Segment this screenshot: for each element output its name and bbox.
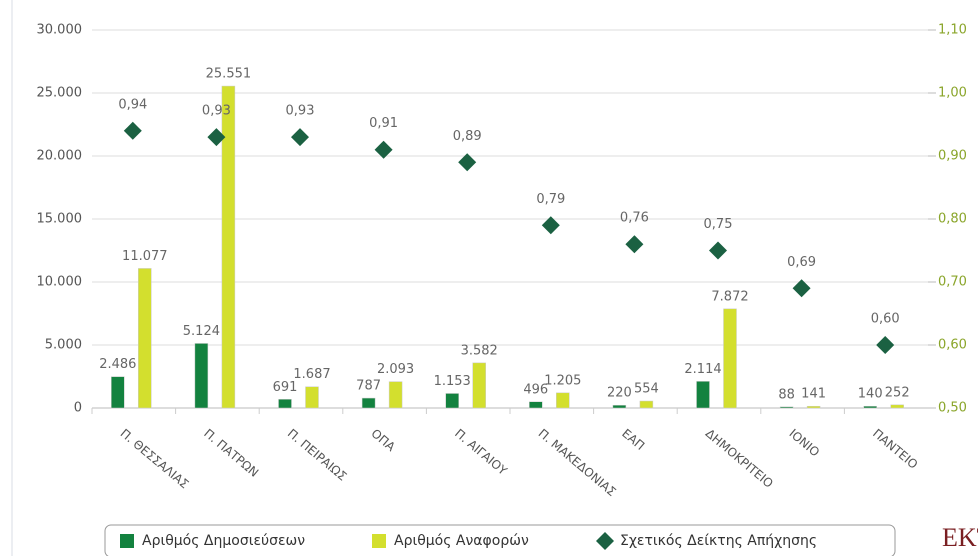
bar-value-label: 2.114 xyxy=(684,362,721,377)
legend-label: Αριθμός Δημοσιεύσεων xyxy=(142,533,305,549)
y2-tick-label: 0,80 xyxy=(938,212,967,227)
bar-value-label: 554 xyxy=(634,382,659,397)
legend-box xyxy=(104,524,896,556)
legend-label: Σχετικός Δείκτης Απήχησης xyxy=(620,533,817,549)
bar xyxy=(278,399,292,409)
point-value-label: 0,60 xyxy=(871,312,900,327)
bar xyxy=(388,381,403,409)
bar xyxy=(863,405,877,409)
bar xyxy=(529,401,543,409)
bar xyxy=(138,268,152,409)
bar xyxy=(639,400,654,409)
y-tick-label: 25.000 xyxy=(37,86,83,101)
bar xyxy=(194,343,209,409)
bar xyxy=(779,406,794,409)
legend-label: Αριθμός Αναφορών xyxy=(394,533,529,549)
legend-swatch xyxy=(596,532,614,550)
bar-value-label: 140 xyxy=(858,387,883,402)
bar-value-label: 7.872 xyxy=(711,289,748,304)
y2-tick-label: 0,90 xyxy=(938,149,967,164)
bar-value-label: 220 xyxy=(607,386,632,401)
bar-value-label: 1.687 xyxy=(293,367,330,382)
bar xyxy=(890,404,904,409)
y2-tick-label: 1,10 xyxy=(938,23,967,38)
x-tick-label: Π. ΠΑΤΡΩΝ xyxy=(201,426,261,480)
legend-swatch xyxy=(120,534,134,548)
point-value-label: 0,91 xyxy=(369,116,398,131)
y-tick-label: 10.000 xyxy=(37,275,83,290)
x-tick-label: ΔΗΜΟΚΡΙΤΕΙΟ xyxy=(703,426,776,490)
bar xyxy=(806,405,821,409)
logo: EKT xyxy=(942,523,978,552)
bar-value-label: 2.486 xyxy=(99,357,136,372)
point-value-label: 0,89 xyxy=(453,129,482,144)
diamond-marker xyxy=(291,128,309,147)
bar-value-label: 691 xyxy=(273,380,298,395)
y-tick-label: 0 xyxy=(74,401,82,416)
point-value-label: 0,69 xyxy=(787,255,816,270)
bar xyxy=(111,376,125,409)
x-tick-label: Π. ΠΕΙΡΑΙΩΣ xyxy=(285,426,350,483)
x-tick-label: ΙΟΝΙΟ xyxy=(786,426,822,459)
bar-value-label: 141 xyxy=(801,387,826,402)
diamond-marker xyxy=(709,241,727,260)
x-tick-label: Π. ΘΕΣΣΑΛΙΑΣ xyxy=(118,426,192,491)
diamond-marker xyxy=(792,279,811,298)
x-tick-label: ΠΑΝΤΕΙΟ xyxy=(870,426,920,472)
x-tick-label: Π. ΑΙΓΑΙΟΥ xyxy=(452,426,510,478)
bar xyxy=(445,393,459,409)
bar-value-label: 2.093 xyxy=(377,362,414,377)
diamond-marker xyxy=(625,235,644,254)
point-value-label: 0,79 xyxy=(536,192,565,207)
y2-tick-label: 0,60 xyxy=(938,338,967,353)
y-tick-label: 5.000 xyxy=(45,338,82,353)
diamond-marker xyxy=(876,336,895,354)
bar-value-label: 25.551 xyxy=(206,67,252,82)
bar-value-label: 3.582 xyxy=(461,343,498,358)
x-tick-label: ΟΠΑ xyxy=(368,426,398,454)
bar-value-label: 1.153 xyxy=(434,374,471,389)
x-tick-label: ΕΑΠ xyxy=(619,426,647,453)
point-value-label: 0,93 xyxy=(286,104,315,119)
bar-value-label: 252 xyxy=(885,385,910,400)
diamond-marker xyxy=(123,121,142,140)
bar xyxy=(696,381,710,409)
point-value-label: 0,94 xyxy=(118,97,147,112)
diamond-marker xyxy=(541,216,560,235)
bar xyxy=(723,308,737,409)
bar-value-label: 11.077 xyxy=(122,249,168,264)
y-tick-label: 30.000 xyxy=(37,23,83,38)
x-tick-label: Π. ΜΑΚΕΔΟΝΙΑΣ xyxy=(536,426,619,499)
diamond-marker xyxy=(207,128,226,147)
bar-value-label: 496 xyxy=(523,382,548,397)
y-tick-label: 15.000 xyxy=(37,212,83,227)
diamond-marker xyxy=(374,140,393,159)
bar-value-label: 88 xyxy=(778,387,795,402)
point-value-label: 0,93 xyxy=(202,104,231,119)
diamond-marker xyxy=(458,153,477,172)
legend-swatch xyxy=(372,534,386,548)
bar xyxy=(361,397,376,409)
bar-value-label: 5.124 xyxy=(183,324,220,339)
point-value-label: 0,75 xyxy=(704,217,733,232)
bar-value-label: 1.205 xyxy=(544,373,581,388)
y2-tick-label: 0,70 xyxy=(938,275,967,290)
bar xyxy=(305,386,319,409)
y2-tick-label: 0,50 xyxy=(938,401,967,416)
bar xyxy=(221,85,236,409)
point-value-label: 0,76 xyxy=(620,211,649,226)
bar xyxy=(612,404,627,409)
bar xyxy=(556,392,570,409)
y2-tick-label: 1,00 xyxy=(938,86,967,101)
bar xyxy=(472,362,486,409)
y-tick-label: 20.000 xyxy=(37,149,83,164)
bar-value-label: 787 xyxy=(356,379,381,394)
